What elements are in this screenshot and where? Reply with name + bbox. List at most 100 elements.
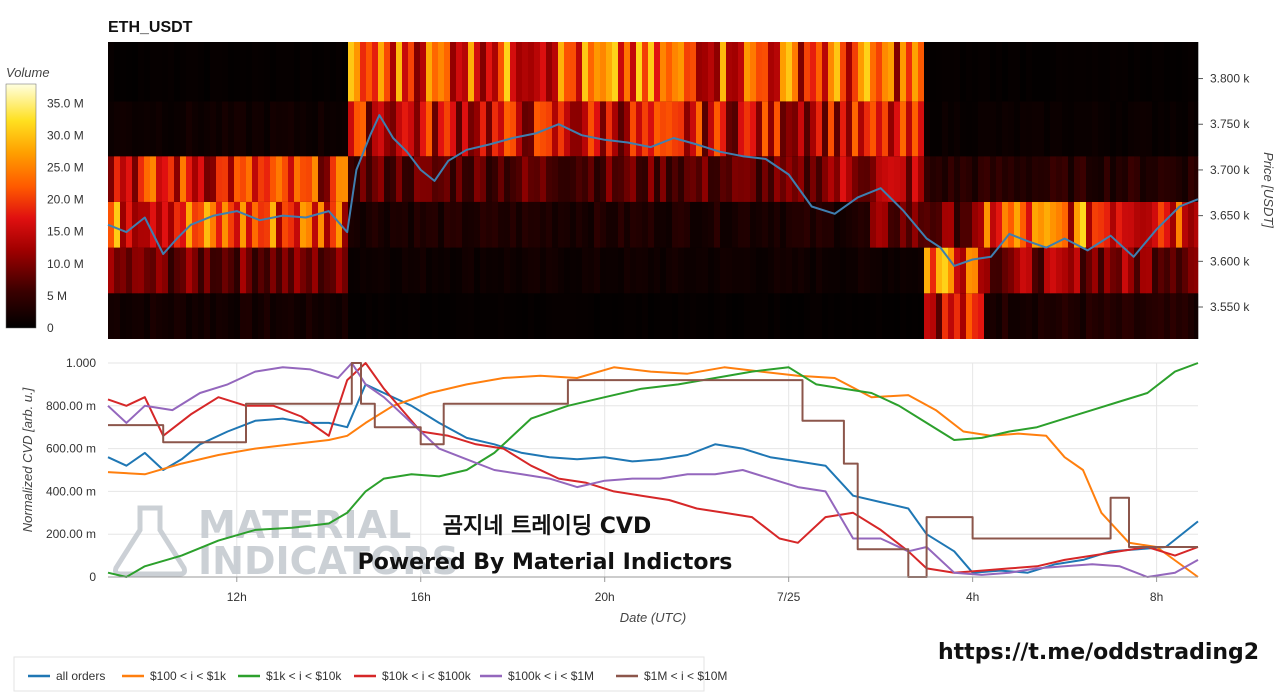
heatmap-cell [762, 42, 769, 102]
heatmap-cell [750, 101, 757, 157]
heatmap-cell [366, 293, 373, 339]
heatmap-cell [792, 247, 799, 294]
heatmap-cell [234, 293, 241, 339]
heatmap-cell [564, 293, 571, 339]
heatmap-cell [714, 156, 721, 202]
heatmap-cell [822, 156, 829, 202]
heatmap-cell [1116, 201, 1123, 248]
heatmap-cell [282, 42, 289, 102]
heatmap-cell [720, 201, 727, 248]
heatmap-cell [276, 201, 283, 248]
heatmap-cell [636, 156, 643, 202]
heatmap-cell [1152, 247, 1159, 294]
heatmap-cell [1170, 101, 1177, 157]
heatmap-cell [876, 247, 883, 294]
heatmap-cell [348, 247, 355, 294]
heatmap-cell [1092, 42, 1099, 102]
heatmap-cell [1080, 247, 1087, 294]
heatmap-cell [600, 201, 607, 248]
heatmap-cell [1188, 247, 1195, 294]
heatmap-cell [246, 101, 253, 157]
heatmap-cell [1116, 42, 1123, 102]
heatmap-cell [1158, 156, 1165, 202]
heatmap-cell [330, 247, 337, 294]
heatmap-cell [528, 201, 535, 248]
heatmap-cell [978, 293, 985, 339]
heatmap-cell [1008, 42, 1015, 102]
heatmap-cell [996, 156, 1003, 202]
heatmap-cell [420, 293, 427, 339]
heatmap-cell [1008, 201, 1015, 248]
heatmap-cell [156, 293, 163, 339]
heatmap-cell [888, 201, 895, 248]
heatmap-cell [678, 247, 685, 294]
heatmap-cell [330, 101, 337, 157]
heatmap-cell [810, 247, 817, 294]
heatmap-cell [1194, 201, 1199, 248]
heatmap-cell [1080, 156, 1087, 202]
heatmap-cell [1176, 42, 1183, 102]
heatmap-cell [576, 247, 583, 294]
heatmap-cell [576, 101, 583, 157]
heatmap-cell [660, 42, 667, 102]
heatmap-cell [594, 156, 601, 202]
heatmap-cell [306, 156, 313, 202]
heatmap-cell [108, 156, 115, 202]
heatmap-cell [648, 156, 655, 202]
heatmap-cell [168, 293, 175, 339]
heatmap-cell [336, 156, 343, 202]
heatmap-cell [528, 42, 535, 102]
heatmap-cell [996, 201, 1003, 248]
heatmap-cell [324, 201, 331, 248]
heatmap-cell [672, 293, 679, 339]
heatmap-cell [462, 156, 469, 202]
heatmap-cell [1050, 201, 1057, 248]
heatmap-cell [738, 156, 745, 202]
heatmap-cell [978, 42, 985, 102]
heatmap-cell [1032, 156, 1039, 202]
heatmap-cell [126, 293, 133, 339]
heatmap-cell [1080, 201, 1087, 248]
heatmap-cell [660, 293, 667, 339]
heatmap-cell [672, 156, 679, 202]
heatmap-cell [240, 201, 247, 248]
heatmap-cell [744, 201, 751, 248]
heatmap-cell [222, 247, 229, 294]
heatmap-cell [1128, 101, 1135, 157]
price-tick-label: 3.750 k [1210, 117, 1250, 131]
heatmap-cell [996, 101, 1003, 157]
heatmap-cell [492, 201, 499, 248]
heatmap-cell [192, 101, 199, 157]
heatmap-cell [126, 156, 133, 202]
heatmap-cell [720, 247, 727, 294]
heatmap-cell [654, 156, 661, 202]
heatmap-cell [426, 101, 433, 157]
heatmap-cell [834, 42, 841, 102]
heatmap-cell [1170, 293, 1177, 339]
heatmap-cell [324, 293, 331, 339]
heatmap-cell [834, 156, 841, 202]
heatmap-cell [546, 201, 553, 248]
heatmap-cell [1194, 293, 1199, 339]
heatmap-cell [702, 201, 709, 248]
heatmap-cell [828, 101, 835, 157]
cvd-plot-area [108, 363, 1198, 577]
heatmap-cell [1062, 101, 1069, 157]
heatmap-cell [804, 156, 811, 202]
heatmap-cell [816, 156, 823, 202]
heatmap-cell [678, 156, 685, 202]
heatmap-cell [702, 247, 709, 294]
heatmap-cell [426, 247, 433, 294]
heatmap-cell [912, 247, 919, 294]
heatmap-cell [246, 42, 253, 102]
heatmap-cell [228, 293, 235, 339]
heatmap-cell [864, 201, 871, 248]
heatmap-cell [1056, 101, 1063, 157]
heatmap-cell [642, 156, 649, 202]
heatmap-cell [606, 156, 613, 202]
heatmap-cell [774, 101, 781, 157]
heatmap-cell [1056, 247, 1063, 294]
heatmap-cell [462, 42, 469, 102]
heatmap-cell [1026, 156, 1033, 202]
heatmap-cell [1194, 101, 1199, 157]
